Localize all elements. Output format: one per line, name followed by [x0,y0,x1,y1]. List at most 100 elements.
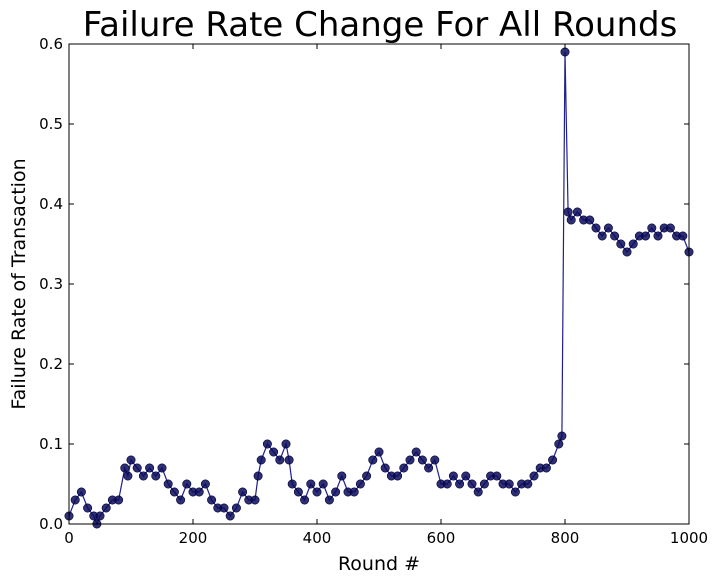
data-point [368,455,378,465]
data-point [262,439,272,449]
data-point [200,479,210,489]
data-point [492,471,502,481]
data-point [523,479,533,489]
data-point [557,431,567,441]
data-point [284,455,294,465]
data-point [448,471,458,481]
data-point [554,439,564,449]
data-point [318,479,328,489]
data-point [145,463,155,473]
data-point [219,503,229,513]
chart-title: Failure Rate Change For All Rounds [83,5,678,45]
y-tick-label: 0.2 [39,355,63,373]
data-point [337,471,347,481]
data-point [126,455,136,465]
data-point [399,463,409,473]
data-point [281,439,291,449]
data-point [591,223,601,233]
data-point [616,239,626,249]
y-tick-label: 0.4 [39,195,63,213]
data-point [355,479,365,489]
data-point [120,463,130,473]
data-point [324,495,334,505]
data-point [393,471,403,481]
data-point [114,495,124,505]
data-point [541,463,551,473]
data-point [83,503,93,513]
data-point [424,463,434,473]
data-point [628,239,638,249]
data-point [123,471,133,481]
data-point [473,487,483,497]
data-point [678,231,688,241]
data-point [430,455,440,465]
data-point [461,471,471,481]
data-point [455,479,465,489]
data-point [151,471,161,481]
data-point [182,479,192,489]
data-point [207,495,217,505]
data-point [563,207,573,217]
data-point [467,479,477,489]
data-point [572,207,582,217]
data-point [411,447,421,457]
x-tick-label: 800 [551,529,580,547]
data-point [253,471,263,481]
x-tick-label: 600 [427,529,456,547]
data-point [585,215,595,225]
data-point [132,463,142,473]
data-point [95,511,105,521]
data-point [225,511,235,521]
data-point [194,487,204,497]
data-point [560,47,570,57]
data-point [622,247,632,257]
data-point [312,487,322,497]
data-point [442,479,452,489]
data-point [529,471,539,481]
x-tick-label: 0 [64,529,74,547]
data-point [362,471,372,481]
data-point [269,447,279,457]
x-tick-label: 400 [303,529,332,547]
data-point [597,231,607,241]
data-point [665,223,675,233]
x-tick-label: 200 [179,529,208,547]
data-point [275,455,285,465]
y-tick-label: 0.1 [39,435,63,453]
data-point [300,495,310,505]
data-point [566,215,576,225]
y-axis-label: Failure Rate of Transaction [8,158,30,409]
data-point [256,455,266,465]
data-point [231,503,241,513]
y-axis: 0.0 0.1 0.2 0.3 0.4 0.5 0.6 [39,35,689,533]
x-axis: 0 200 400 600 800 1000 [64,44,708,547]
data-point [163,479,173,489]
data-point [157,463,167,473]
y-tick-label: 0.5 [39,115,63,133]
x-axis-label: Round # [338,553,420,575]
y-tick-label: 0.6 [39,35,63,53]
data-point [653,231,663,241]
data-point [417,455,427,465]
data-point [374,447,384,457]
data-point [76,487,86,497]
data-point [70,495,80,505]
data-point [479,479,489,489]
data-point [238,487,248,497]
data-point [138,471,148,481]
data-point [101,503,111,513]
data-point [504,479,514,489]
data-point [647,223,657,233]
data-point [250,495,260,505]
data-point [603,223,613,233]
data-point [287,479,297,489]
data-point [548,455,558,465]
data-point [169,487,179,497]
data-point [405,455,415,465]
data-point [641,231,651,241]
y-tick-label: 0.3 [39,275,63,293]
data-point [293,487,303,497]
data-point [331,487,341,497]
x-tick-label: 1000 [670,529,708,547]
